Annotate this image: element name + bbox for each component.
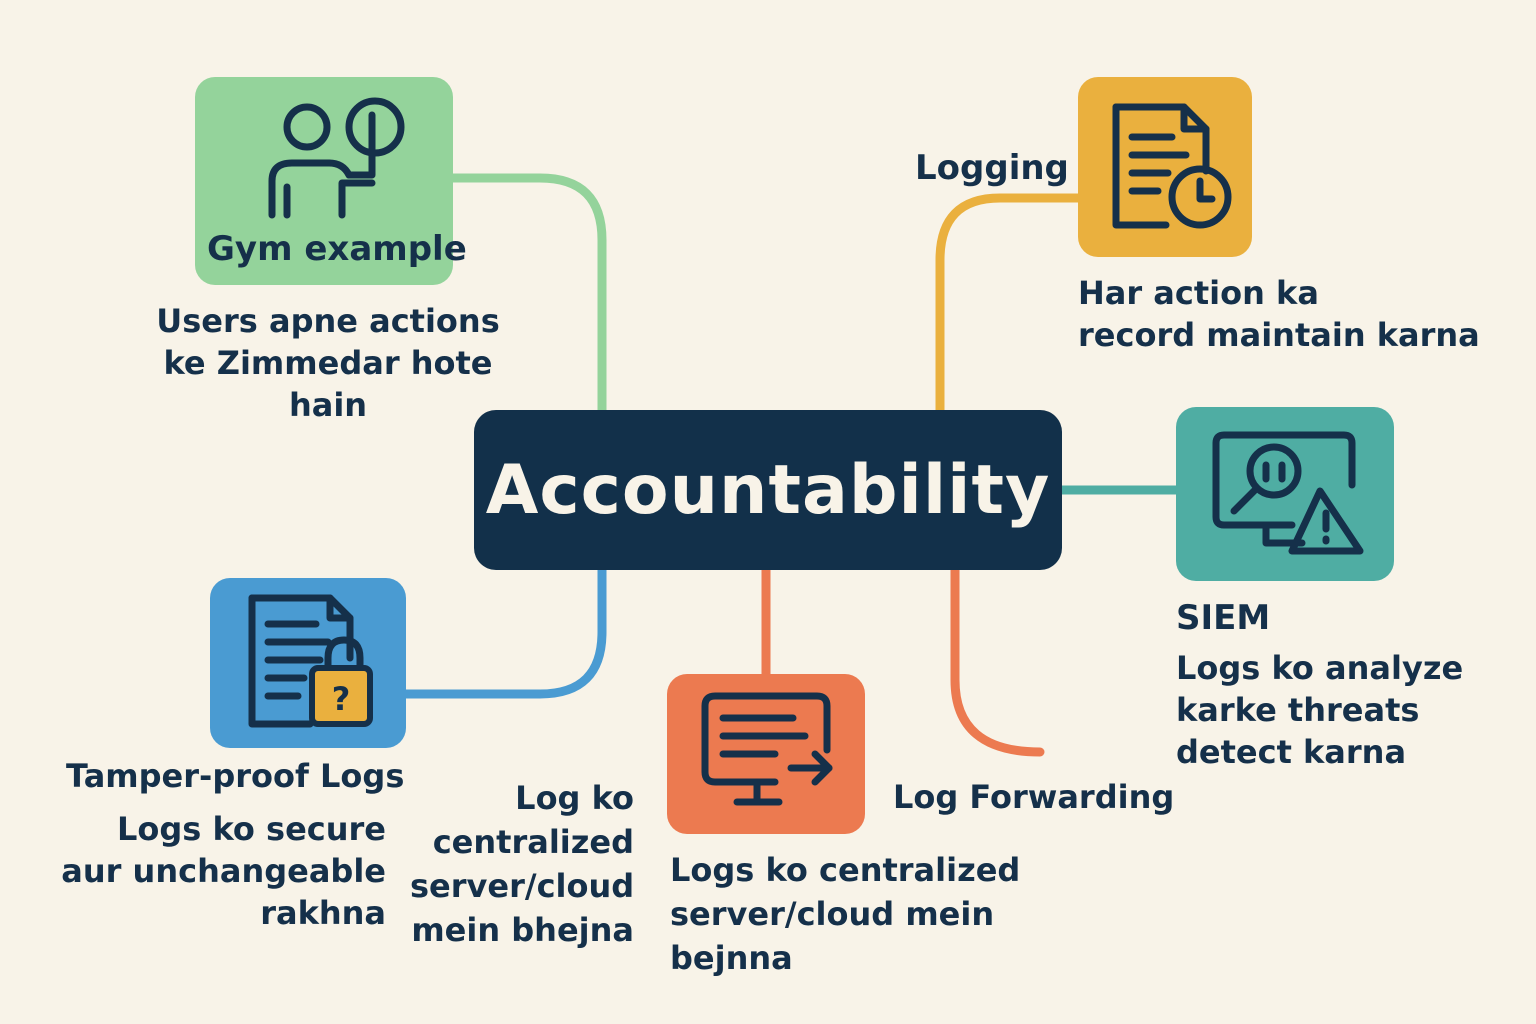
gym-card: Gym example (195, 77, 467, 285)
center-title: Accountability (474, 410, 1062, 570)
connector-tamper (397, 565, 607, 699)
document-lock-icon: ? (248, 594, 373, 728)
forwarding-side-note: Log ko centralized server/cloud mein bhe… (410, 779, 635, 949)
person-raising-hand-icon (268, 97, 405, 219)
siem-label: SIEM (1176, 598, 1271, 638)
tamper-label: Tamper-proof Logs (66, 757, 405, 795)
svg-text:?: ? (332, 680, 351, 718)
connector-forwarding-curve (950, 565, 1045, 757)
forwarding-card (667, 674, 865, 834)
siem-desc: Logs ko analyze karke threats detect kar… (1176, 649, 1464, 771)
logging-label: Logging (915, 148, 1069, 188)
gym-label: Gym example (207, 229, 467, 269)
forwarding-label: Log Forwarding (893, 778, 1175, 816)
logging-card (1078, 77, 1252, 257)
siem-card (1176, 407, 1394, 581)
connector-gym (447, 173, 607, 417)
tamper-desc: Logs ko secure aur unchangeable rakhna (61, 810, 386, 932)
tamper-card: ? (210, 578, 406, 748)
connector-logging (935, 193, 1085, 417)
forwarding-desc: Logs ko centralized server/cloud mein be… (670, 851, 1021, 977)
logging-desc: Har action ka record maintain karna (1078, 274, 1480, 354)
gym-desc: Users apne actions ke Zimmedar hote hain (156, 302, 500, 424)
monitor-forward-arrow-icon (701, 692, 833, 806)
monitor-search-warning-icon (1212, 431, 1364, 555)
document-clock-icon (1112, 103, 1232, 229)
